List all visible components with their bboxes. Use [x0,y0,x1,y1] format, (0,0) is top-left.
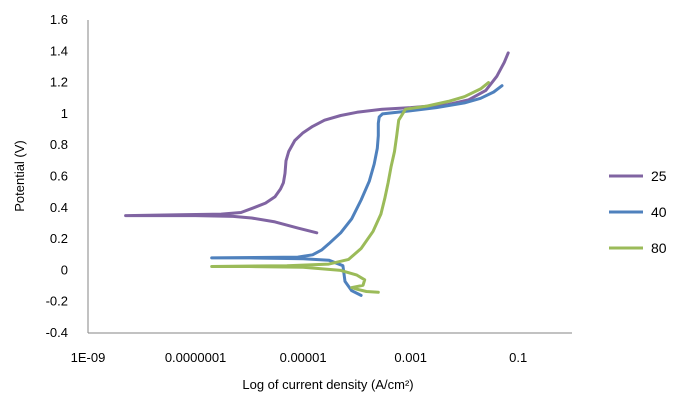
tick-labels: -0.4 -0.2 0 0.2 0.4 0.6 0.8 1 1.2 1.4 1.6 1E-09 0.00… [46,12,528,365]
y-tick-label: 1 [61,106,68,121]
y-tick-label: 0.2 [50,231,68,246]
x-tick-label: 0.00001 [280,350,327,365]
y-tick-label: 0.4 [50,200,68,215]
x-axis-title: Log of current density (A/cm²) [242,377,413,392]
y-tick-label: 0.6 [50,169,68,184]
y-tick-label: 0.8 [50,137,68,152]
y-tick-label: 1.4 [50,43,68,58]
x-tick-label: 0.1 [509,350,527,365]
y-tick-label: 0 [61,262,68,277]
series-lines [124,51,510,297]
y-tick-label: 1.2 [50,75,68,90]
y-tick-label: 1.6 [50,12,68,27]
x-tick-label: 0.0000001 [165,350,226,365]
series-line-40 [210,84,504,297]
x-tick-label: 1E-09 [71,350,106,365]
y-axis-title: Potential (V) [12,140,27,212]
legend-label-25: 25 [651,168,667,184]
x-tick-label: 0.001 [394,350,427,365]
legend-label-40: 40 [651,204,667,220]
legend-label-80: 80 [651,240,667,256]
y-tick-label: -0.4 [46,325,68,340]
legend: 25 40 80 [609,168,667,256]
axes [87,20,572,334]
series-line-80 [210,81,490,294]
y-tick-label: -0.2 [46,294,68,309]
